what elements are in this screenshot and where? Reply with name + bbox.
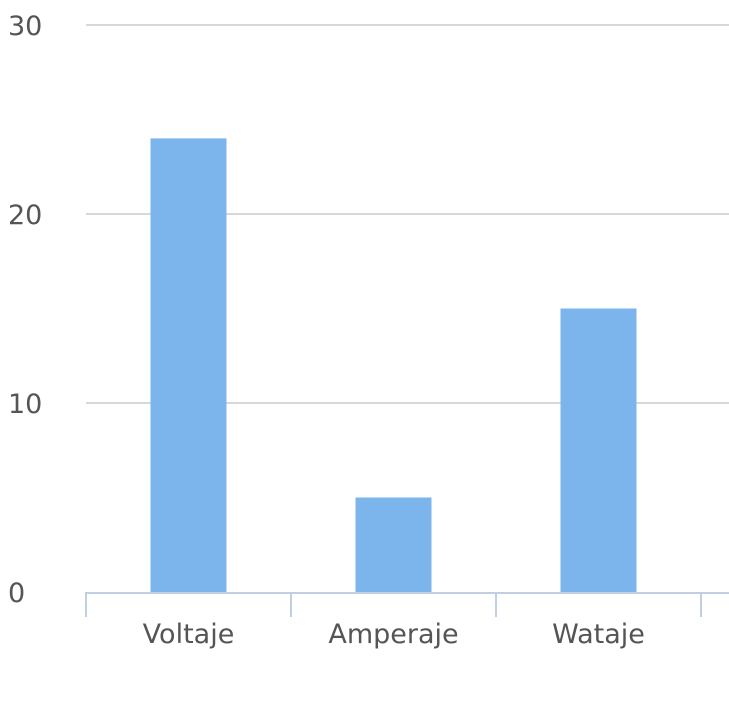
y-axis-ticks: 0 10 20 30: [8, 11, 42, 609]
x-axis-labels: Voltaje Amperaje Wataje: [143, 619, 645, 650]
x-tick-label: Voltaje: [143, 619, 235, 650]
y-tick-label: 10: [8, 389, 42, 420]
y-tick-label: 30: [8, 11, 42, 42]
x-tick-label: Amperaje: [328, 619, 458, 650]
bar-amperaje: [355, 497, 432, 592]
y-tick-label: 20: [8, 200, 42, 231]
bar-wataje: [560, 308, 637, 592]
y-tick-label: 0: [8, 578, 25, 609]
bar-voltaje: [150, 138, 227, 592]
x-tick-label: Wataje: [552, 619, 645, 650]
x-axis: [85, 592, 729, 617]
bars: [150, 138, 637, 592]
